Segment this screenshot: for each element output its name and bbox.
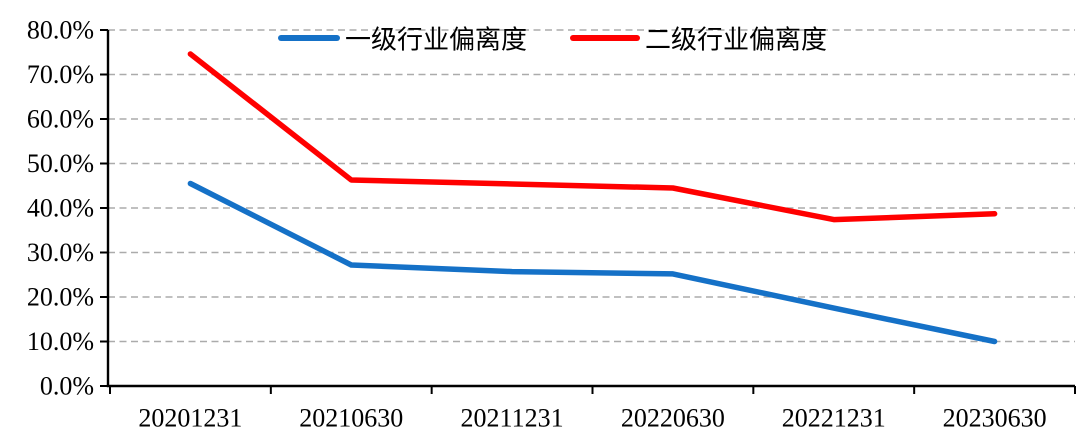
x-tick-label: 20221231 bbox=[782, 404, 886, 433]
y-tick-label: 30.0% bbox=[27, 238, 94, 267]
y-tick-label: 50.0% bbox=[27, 149, 94, 178]
y-tick-label: 70.0% bbox=[27, 60, 94, 89]
y-axis-ticks: 0.0% 10.0% 20.0% 30.0% 40.0% 50.0% 60.0% 70.0% 8… bbox=[27, 16, 108, 401]
legend-item: 二级行业偏离度 bbox=[570, 26, 827, 55]
legend-label: 二级行业偏离度 bbox=[645, 26, 827, 55]
legend: 一级行业偏离度 二级行业偏离度 bbox=[278, 26, 827, 55]
x-axis-ticks: 20201231 20210630 20211231 20220630 20221231… bbox=[109, 386, 1076, 433]
x-tick-label: 20211231 bbox=[461, 404, 564, 433]
legend-label: 一级行业偏离度 bbox=[345, 26, 527, 55]
x-tick-label: 20201231 bbox=[138, 404, 242, 433]
x-tick-label: 20230630 bbox=[943, 404, 1047, 433]
x-tick-label: 20210630 bbox=[299, 404, 403, 433]
y-tick-label: 40.0% bbox=[27, 194, 94, 223]
y-tick-label: 10.0% bbox=[27, 327, 94, 356]
x-tick-label: 20220630 bbox=[621, 404, 725, 433]
series-line-level1-deviation bbox=[187, 180, 998, 345]
y-tick-label: 60.0% bbox=[27, 105, 94, 134]
y-tick-label: 0.0% bbox=[40, 372, 94, 401]
y-tick-label: 80.0% bbox=[27, 16, 94, 45]
series-line-level2-deviation bbox=[187, 51, 998, 223]
legend-item: 一级行业偏离度 bbox=[278, 26, 527, 55]
y-tick-label: 20.0% bbox=[27, 283, 94, 312]
